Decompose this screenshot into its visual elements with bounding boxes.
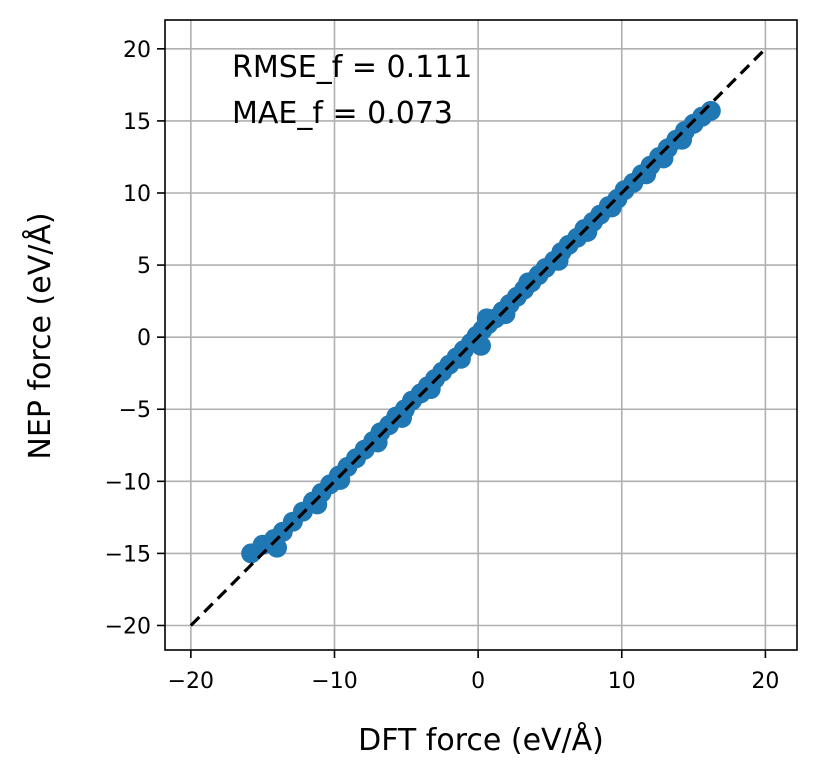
y-tick-label: 5 [137, 254, 151, 279]
tick-labels: −20 −10 0 10 20 −20 −15 −10 −5 0 5 10 15 20 [105, 38, 780, 694]
x-axis-label: DFT force (eV/Å) [358, 722, 604, 758]
reference-line [189, 47, 767, 627]
data-point [518, 272, 539, 293]
data-point [653, 148, 674, 169]
plot-frame [164, 19, 798, 651]
y-tick-label: −10 [105, 470, 151, 495]
ticks [157, 48, 767, 658]
y-axis-label: NEP force (eV/Å) [22, 212, 58, 459]
y-tick-label: −15 [105, 542, 151, 567]
data-point [548, 250, 569, 271]
data-points [241, 100, 721, 564]
rmse-annotation: RMSE_f = 0.111 [232, 50, 472, 85]
y-tick-label: 15 [123, 110, 151, 135]
y-tick-label: 20 [123, 38, 151, 63]
x-tick-label: 0 [471, 669, 485, 694]
data-point [672, 129, 693, 150]
data-point [577, 221, 598, 242]
data-point [330, 469, 351, 490]
data-point [700, 100, 721, 121]
data-point [476, 308, 497, 329]
y-tick-label: −20 [105, 614, 151, 639]
x-tick-label: −10 [311, 669, 357, 694]
x-tick-label: −20 [168, 669, 214, 694]
y-tick-label: 0 [137, 326, 151, 351]
mae-annotation: MAE_f = 0.073 [232, 96, 453, 131]
y-tick-label: 10 [123, 182, 151, 207]
x-tick-label: 20 [751, 669, 779, 694]
data-point [495, 304, 516, 325]
data-point [450, 348, 471, 369]
data-point [367, 432, 388, 453]
data-point [636, 164, 657, 185]
data-point [471, 335, 491, 356]
data-point [601, 197, 622, 218]
y-tick-label: −5 [119, 398, 151, 423]
data-point [420, 379, 441, 400]
data-point [392, 407, 412, 428]
x-tick-label: 10 [608, 669, 636, 694]
data-point [307, 494, 328, 515]
